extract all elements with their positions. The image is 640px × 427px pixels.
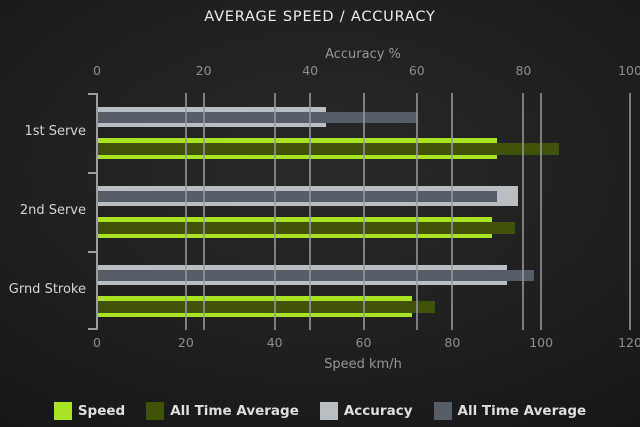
legend-item-all-time-average-speed: All Time Average (146, 402, 299, 420)
bottom-axis-tick-label: 20 (177, 335, 194, 350)
legend-swatch-all-time-average-speed (146, 402, 165, 420)
legend-label: All Time Average (457, 403, 587, 419)
legend-swatch-speed-speed (53, 402, 72, 420)
bar-all-time-average-speed-1st-serve (97, 142, 559, 155)
legend-item-all-time-average-accuracy: All Time Average (433, 402, 587, 420)
top-axis-tick-label: 80 (515, 63, 532, 78)
bar-all-time-average-accuracy-grnd-stroke (97, 269, 535, 281)
y-axis-tick (88, 251, 96, 253)
gridline (522, 93, 525, 330)
gridline (451, 93, 454, 330)
gridline (273, 93, 276, 330)
bottom-axis-tick-label: 40 (266, 335, 283, 350)
bar-all-time-average-speed-grnd-stroke (97, 300, 435, 313)
legend-swatch-accuracy-accuracy (319, 402, 338, 420)
chart-title: AVERAGE SPEED / ACCURACY (204, 9, 436, 25)
top-axis-title: Accuracy % (325, 47, 401, 62)
bar-all-time-average-accuracy-2nd-serve (97, 190, 497, 202)
bar-all-time-average-accuracy-1st-serve (97, 111, 417, 123)
y-axis-line (96, 93, 98, 330)
top-axis-tick-label: 60 (408, 63, 425, 78)
bottom-axis-tick-label: 0 (93, 335, 101, 350)
gridline (202, 93, 205, 330)
bar-all-time-average-speed-2nd-serve (97, 221, 515, 234)
gridline (184, 93, 187, 330)
category-label-2nd-serve: 2nd Serve (19, 203, 86, 218)
top-axis-tick-label: 40 (302, 63, 319, 78)
y-axis-tick (88, 93, 96, 95)
legend-label: All Time Average (170, 403, 299, 419)
bottom-axis-tick-label: 80 (444, 335, 461, 350)
bottom-axis-tick-label: 100 (529, 335, 554, 350)
bottom-axis-tick-label: 120 (618, 335, 640, 350)
bottom-axis-tick-label: 60 (355, 335, 372, 350)
legend-swatch-all-time-average-accuracy (433, 402, 452, 420)
legend: Speed All Time Average Accuracy All Time Av… (0, 399, 640, 423)
gridline (540, 93, 543, 330)
y-axis-tick (88, 328, 96, 330)
legend-label: Accuracy (343, 403, 413, 419)
legend-item-speed-speed: Speed (53, 402, 126, 420)
legend-item-accuracy-accuracy: Accuracy (319, 402, 413, 420)
category-label-grnd-stroke: Grnd Stroke (8, 282, 86, 297)
category-label-1st-serve: 1st Serve (24, 124, 86, 139)
gridline (629, 93, 631, 330)
gridline (362, 93, 365, 330)
top-axis-tick-label: 20 (195, 63, 212, 78)
gridline (415, 93, 418, 330)
bottom-axis-title: Speed km/h (324, 357, 402, 372)
y-axis-tick (88, 172, 96, 174)
top-axis-tick-label: 0 (93, 63, 101, 78)
legend-label: Speed (77, 403, 126, 419)
gridline (309, 93, 312, 330)
top-axis-tick-label: 100 (618, 63, 640, 78)
